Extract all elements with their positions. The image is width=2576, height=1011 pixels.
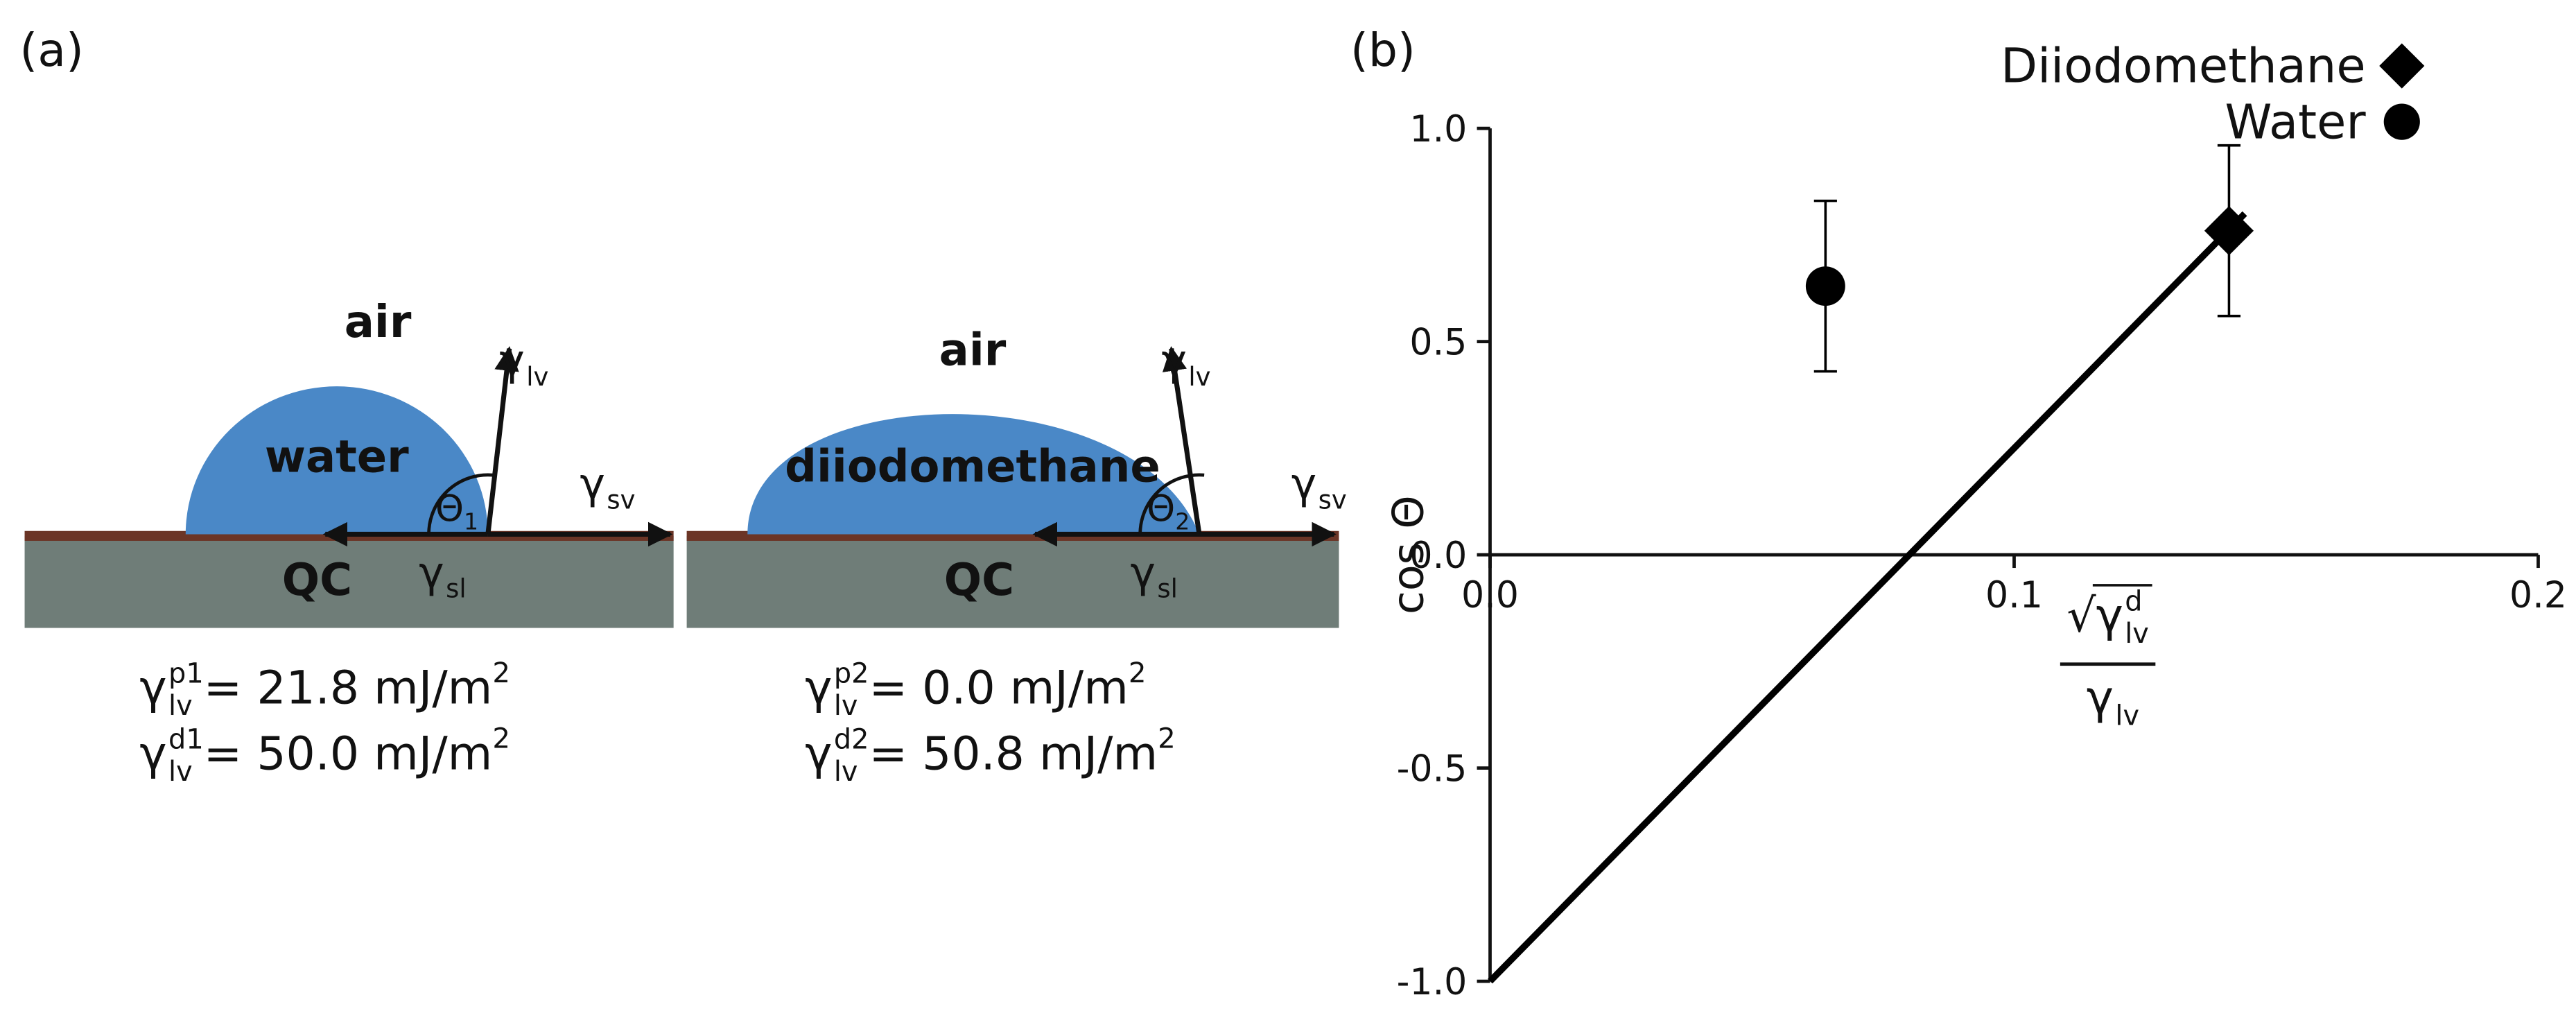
gamma-lv: γ	[1162, 336, 1187, 386]
liquid-label: diiodomethane	[785, 442, 1160, 493]
legend-marker	[2379, 43, 2425, 89]
ambient-label: air	[345, 297, 412, 348]
gamma-sl: γ	[1130, 547, 1155, 597]
y-tick-label: 0.0	[1409, 535, 1467, 577]
property-gamma-sup: p1	[168, 658, 204, 690]
gamma-sv-sub: sv	[1319, 485, 1347, 515]
droplet	[747, 414, 1200, 535]
force-arrow	[1162, 346, 1202, 535]
property-gamma: γ	[805, 726, 832, 780]
theta: Θ	[1147, 489, 1175, 530]
x-label-numerator-sup: d	[2125, 585, 2142, 617]
droplet	[185, 386, 488, 535]
gamma-lv-sub: lv	[1188, 362, 1210, 392]
y-tick-label: 0.5	[1409, 322, 1467, 364]
fit-line	[1488, 211, 2247, 984]
force-arrow	[485, 346, 519, 535]
gamma-lv: γ	[499, 336, 524, 386]
x-tick-label: 0.0	[1461, 575, 1519, 616]
gamma-sv: γ	[1291, 458, 1316, 508]
x-label-numerator: γ	[2096, 588, 2123, 642]
x-tick-label: 0.2	[2509, 575, 2567, 616]
legend-label: Diiodomethane	[2001, 39, 2365, 94]
property-value: = 0.0 mJ/m	[869, 661, 1128, 715]
substrate	[24, 535, 674, 628]
property-gamma-sub: lv	[834, 756, 858, 788]
property-gamma-sup: d2	[834, 724, 869, 756]
property-value: = 21.8 mJ/m	[204, 661, 493, 715]
x-label-numerator-sub: lv	[2125, 618, 2149, 650]
property-gamma: γ	[805, 661, 832, 715]
property-gamma-sup: d1	[168, 724, 204, 756]
gamma-sl-sub: sl	[1157, 574, 1178, 604]
gamma-sl: γ	[419, 547, 444, 597]
substrate	[686, 535, 1339, 628]
x-tick-label: 0.1	[1985, 575, 2043, 616]
property-value: = 50.8 mJ/m	[869, 726, 1158, 780]
property-exp: 2	[1158, 723, 1176, 755]
substrate-label: QC	[282, 555, 352, 606]
liquid-label: water	[265, 431, 409, 483]
property-gamma-sup: p2	[834, 658, 869, 690]
panel-label: (a)	[19, 23, 83, 77]
panel-label: (b)	[1350, 23, 1416, 77]
property-value: = 50.0 mJ/m	[204, 726, 493, 780]
data-point	[2204, 206, 2254, 256]
theta-index: 1	[464, 508, 478, 535]
theta-index: 2	[1175, 508, 1190, 535]
x-label-radical: √	[2066, 588, 2096, 642]
x-label-denominator-sub: lv	[2115, 700, 2139, 732]
gamma-sv-sub: sv	[607, 485, 635, 515]
y-axis-label: cos Θ	[1383, 495, 1433, 614]
theta: Θ	[435, 489, 464, 530]
y-tick-label: -0.5	[1397, 749, 1468, 790]
gamma-lv-sub: lv	[526, 362, 548, 392]
data-point	[1805, 266, 1845, 306]
property-gamma-sub: lv	[168, 690, 193, 722]
angle-arc	[427, 473, 494, 535]
property-gamma-sub: lv	[168, 756, 193, 788]
angle-arc	[1138, 473, 1205, 535]
substrate-label: QC	[944, 555, 1014, 606]
gamma-sl-sub: sl	[446, 574, 467, 604]
property-exp: 2	[492, 657, 510, 689]
y-tick-label: 1.0	[1409, 109, 1467, 150]
legend-marker	[2383, 103, 2420, 140]
legend-label: Water	[2225, 94, 2367, 150]
ambient-label: air	[939, 325, 1007, 376]
y-tick-label: -1.0	[1397, 962, 1468, 1003]
property-exp: 2	[1129, 657, 1147, 689]
property-gamma-sub: lv	[834, 690, 858, 722]
gamma-sv: γ	[580, 458, 605, 508]
property-exp: 2	[492, 723, 510, 755]
x-label-denominator: γ	[2087, 671, 2114, 725]
property-gamma: γ	[139, 661, 166, 715]
property-gamma: γ	[139, 726, 166, 780]
